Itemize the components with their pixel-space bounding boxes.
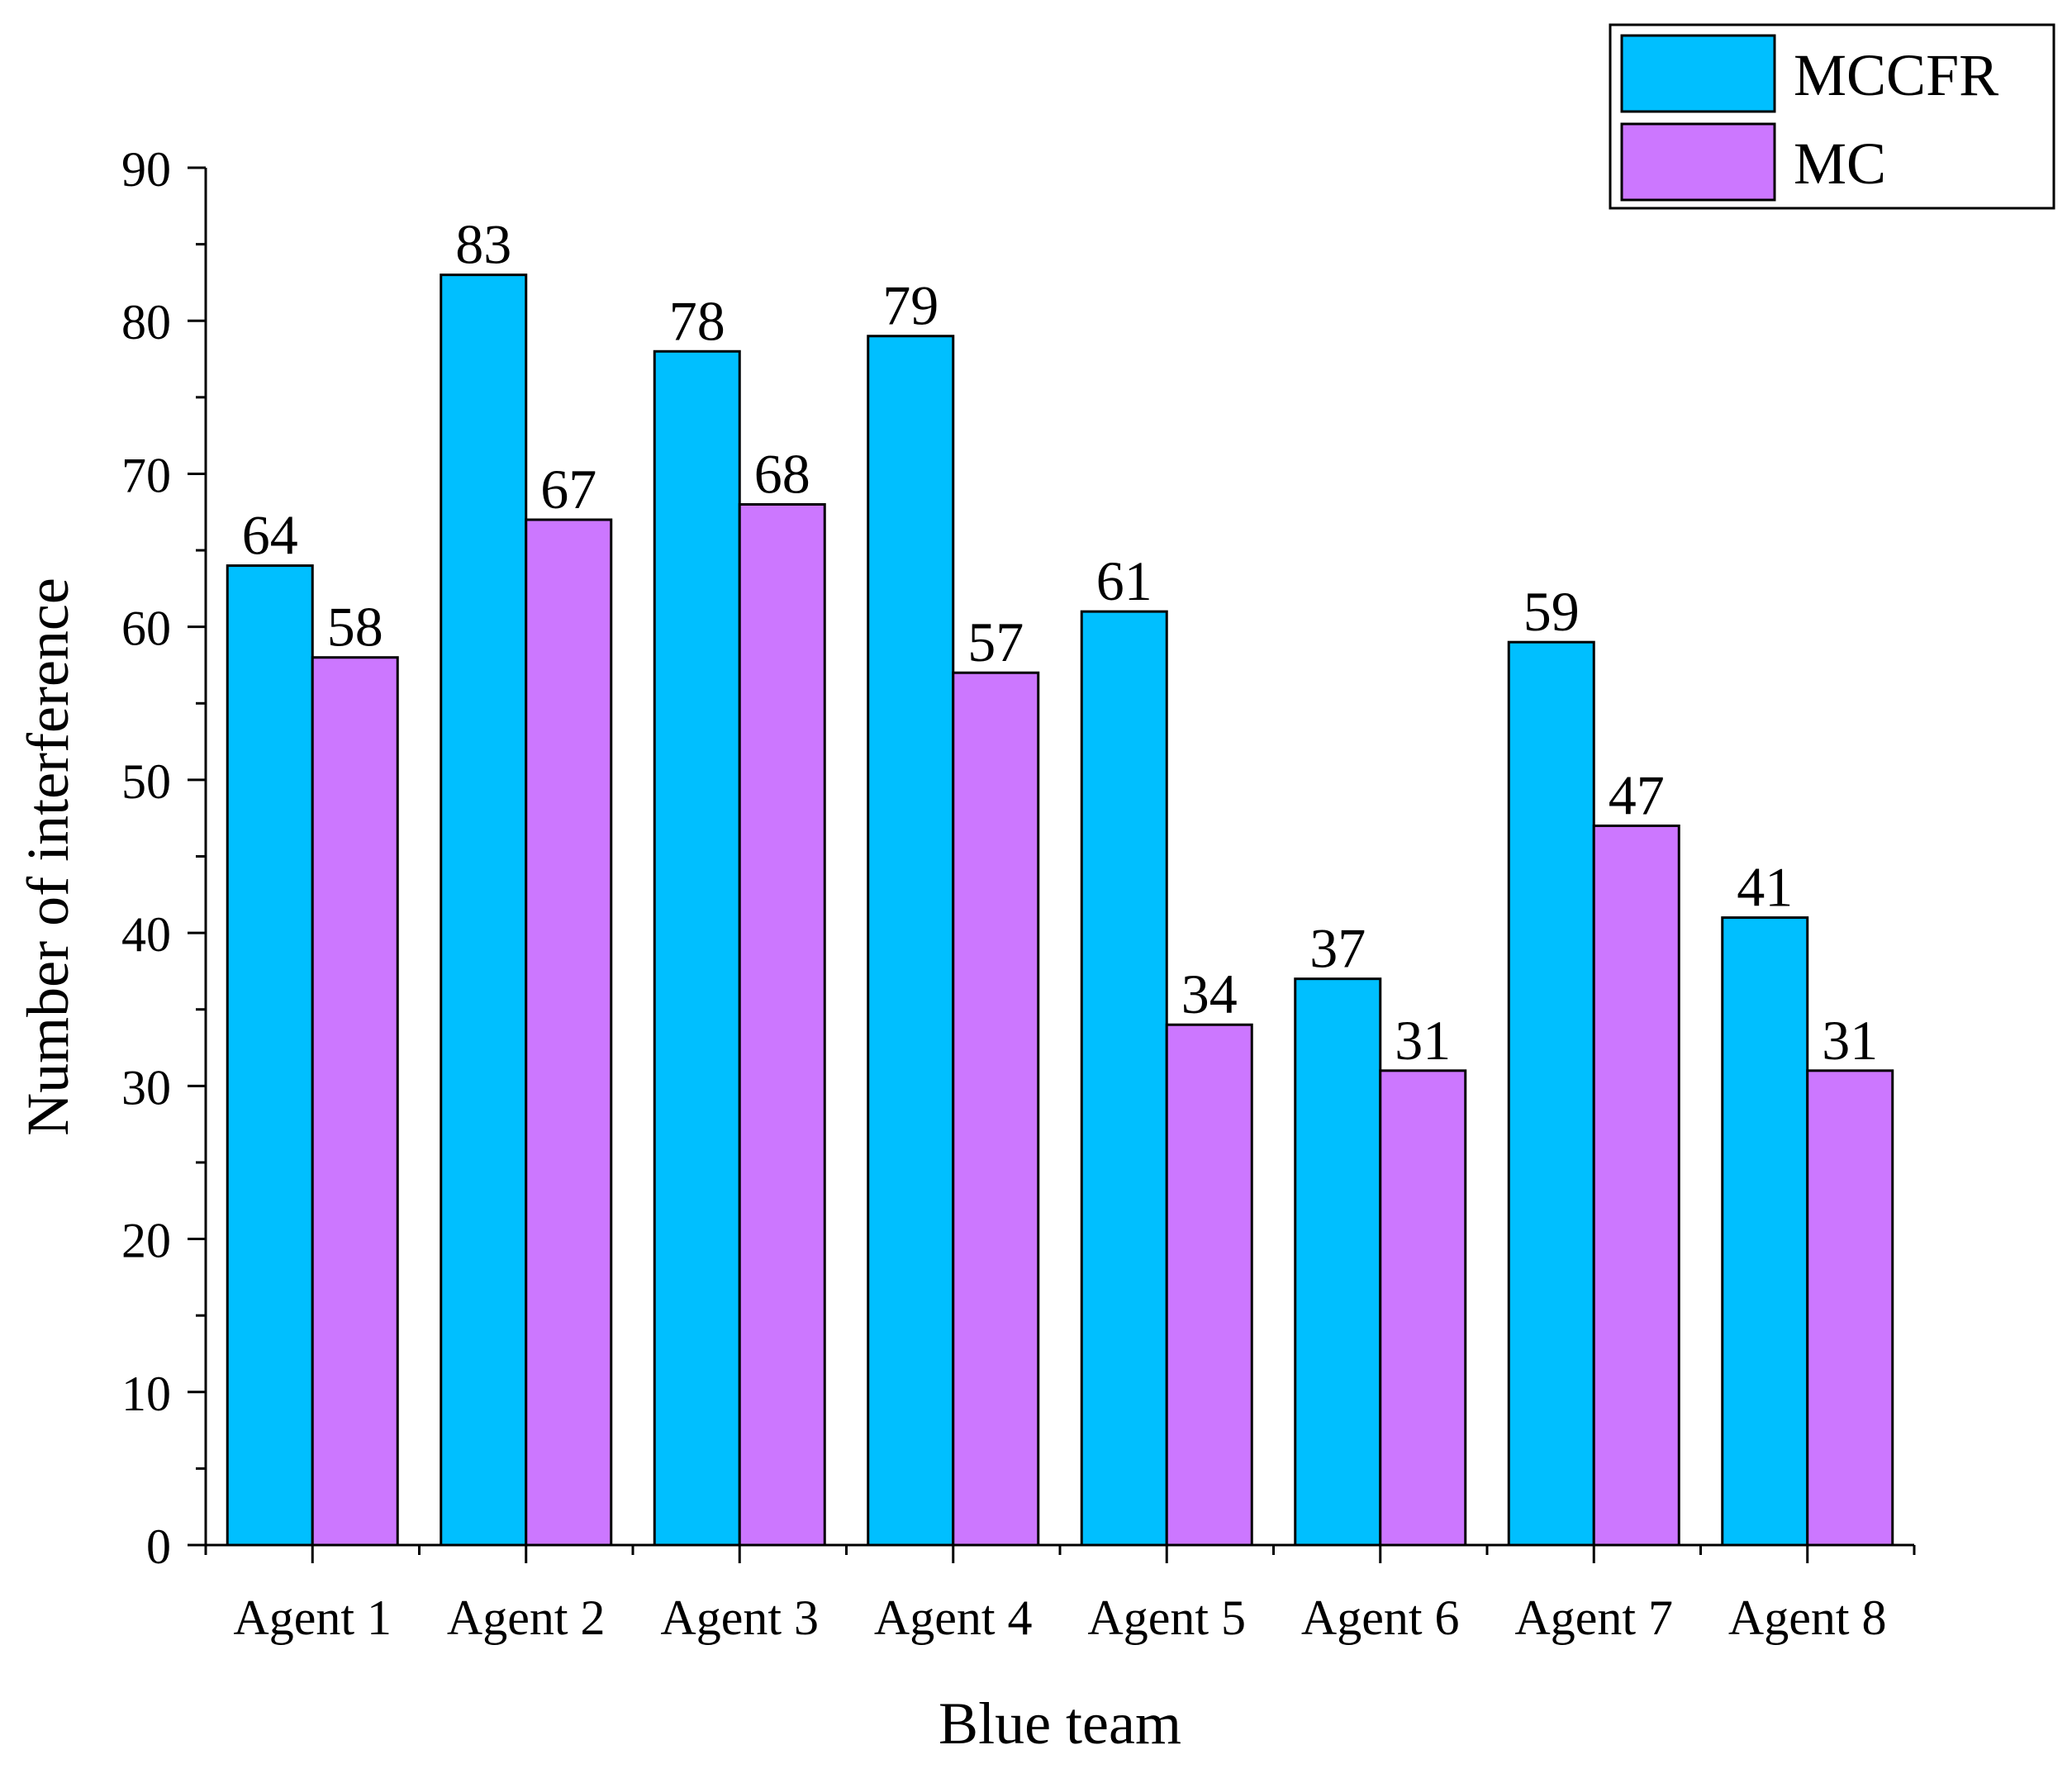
legend-label-mc: MC — [1794, 131, 1886, 197]
data-label-mc-2: 67 — [540, 458, 596, 521]
data-label-mc-5: 34 — [1181, 963, 1238, 1025]
bar-mc-8 — [1806, 1069, 1894, 1547]
x-tick-label: Agent 7 — [1514, 1590, 1673, 1645]
y-tick-label: 60 — [121, 601, 171, 656]
x-tick-label: Agent 6 — [1301, 1590, 1460, 1645]
legend: MCCFR MC — [1609, 23, 2055, 210]
bar-mccfr-7 — [1507, 640, 1595, 1547]
bar-mccfr-4 — [867, 335, 955, 1547]
data-label-mc-8: 31 — [1822, 1009, 1878, 1072]
bar-mc-1 — [311, 656, 399, 1547]
data-label-mccfr-1: 64 — [242, 504, 298, 567]
labels-layer: 64 58 Agent 1 83 67 Agent 2 78 68 Agent 3 79 57 Age… — [121, 142, 1887, 1645]
x-tick-label: Agent 2 — [447, 1590, 606, 1645]
bar-mc-4 — [952, 671, 1040, 1547]
data-label-mc-3: 68 — [754, 442, 810, 505]
x-tick-label: Agent 3 — [660, 1590, 819, 1645]
data-label-mc-1: 58 — [327, 596, 383, 659]
data-label-mc-6: 31 — [1395, 1009, 1451, 1072]
y-tick-label: 10 — [121, 1367, 171, 1421]
bar-mccfr-6 — [1294, 977, 1382, 1547]
bar-mc-2 — [525, 518, 613, 1547]
legend-swatch-mc — [1620, 122, 1776, 202]
bar-mc-6 — [1379, 1069, 1467, 1547]
bar-mc-5 — [1165, 1023, 1253, 1547]
x-tick-label: Agent 1 — [233, 1590, 392, 1645]
data-label-mccfr-5: 61 — [1096, 549, 1152, 612]
data-label-mccfr-6: 37 — [1309, 917, 1366, 980]
y-tick-label: 40 — [121, 907, 171, 962]
y-tick-label: 0 — [146, 1519, 171, 1574]
bar-mccfr-3 — [653, 349, 741, 1547]
data-label-mccfr-4: 79 — [882, 274, 939, 337]
data-label-mc-7: 47 — [1609, 763, 1665, 826]
y-tick-label: 50 — [121, 754, 171, 809]
y-axis-title: Number of interference — [15, 578, 81, 1136]
x-axis-title: Blue team — [939, 1690, 1181, 1757]
bar-mc-7 — [1592, 824, 1680, 1547]
bar-mccfr-8 — [1721, 916, 1809, 1547]
bar-mccfr-2 — [440, 273, 528, 1547]
axes-layer — [188, 166, 1916, 1563]
legend-swatch-mccfr — [1620, 34, 1776, 113]
bar-mccfr-5 — [1080, 610, 1168, 1547]
data-label-mccfr-7: 59 — [1523, 580, 1580, 643]
data-label-mccfr-3: 78 — [669, 289, 725, 352]
x-tick-label: Agent 8 — [1728, 1590, 1887, 1645]
bars-layer — [226, 273, 1894, 1547]
bar-mc-3 — [738, 502, 826, 1547]
legend-label-mccfr: MCCFR — [1794, 42, 1998, 108]
data-label-mc-4: 57 — [967, 611, 1024, 673]
data-label-mccfr-2: 83 — [455, 213, 511, 276]
y-tick-label: 20 — [121, 1214, 171, 1268]
y-tick-label: 70 — [121, 448, 171, 502]
data-label-mccfr-8: 41 — [1737, 856, 1793, 919]
x-tick-label: Agent 5 — [1087, 1590, 1246, 1645]
bar-mccfr-1 — [226, 564, 314, 1547]
x-tick-label: Agent 4 — [874, 1590, 1033, 1645]
y-tick-label: 30 — [121, 1060, 171, 1115]
y-tick-label: 90 — [121, 142, 171, 197]
y-tick-label: 80 — [121, 295, 171, 349]
